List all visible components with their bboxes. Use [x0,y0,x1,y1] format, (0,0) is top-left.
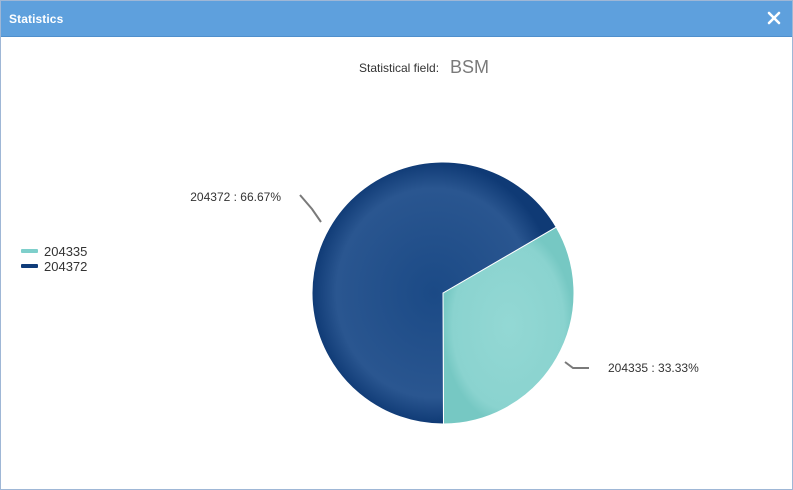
legend-label: 204335 [44,244,88,259]
legend-swatch [21,249,38,253]
pie-slice-204372[interactable] [311,161,557,425]
dialog-title: Statistics [9,12,64,26]
pie-chart: 204335 : 33.33% 204372 : 66.67% [190,161,699,425]
legend-label: 204372 [44,259,88,274]
pie-label-connector [564,361,589,369]
pie-label-connector [299,194,322,223]
legend-item-204335[interactable]: 204335 [21,244,87,259]
statistical-field-label: Statistical field: [359,61,440,75]
dialog-titlebar: Statistics [1,1,792,37]
chart-legend: 204335 204372 [21,244,87,274]
legend-swatch [21,264,38,268]
pie-data-label: 204372 : 66.67% [190,190,281,204]
legend-item-204372[interactable]: 204372 [21,259,87,274]
close-icon[interactable] [766,10,782,26]
pie-slice-204335[interactable] [442,226,575,425]
statistical-field-value: BSM [450,57,490,77]
pie-data-label: 204335 : 33.33% [608,361,699,375]
